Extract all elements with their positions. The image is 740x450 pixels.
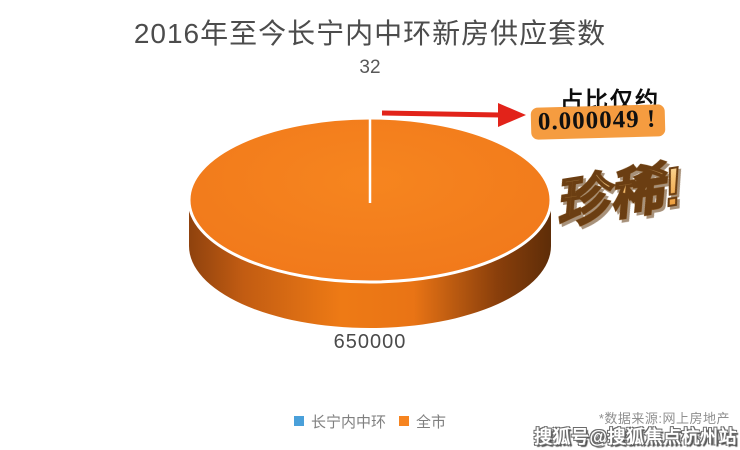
legend-label: 全市 <box>416 413 447 431</box>
small-slice-value-label: 32 <box>359 57 381 78</box>
annotation-arrow-head <box>498 103 526 127</box>
legend-label: 长宁内中环 <box>310 413 386 431</box>
annotation-highlighted-ratio: 0.000049 ! <box>530 104 666 140</box>
data-source-note: *数据来源:网上房地产 <box>598 411 730 426</box>
pie-side-face <box>189 200 551 328</box>
chart-title: 2016年至今长宁内中环新房供应套数 <box>133 18 607 49</box>
legend-item-changning: 长宁内中环 <box>293 411 386 432</box>
legend: 长宁内中环 全市 <box>0 410 740 432</box>
sohu-watermark: 搜狐号@搜狐焦点杭州站 <box>533 427 737 447</box>
big-slice-value-label: 650000 <box>333 331 407 353</box>
annotation-line2: 0.000049 ! <box>530 104 666 140</box>
annotation-arrow-shaft <box>381 110 501 118</box>
legend-swatch-orange <box>399 416 409 426</box>
legend-item-city: 全市 <box>399 411 446 432</box>
legend-swatch-blue <box>293 416 304 426</box>
